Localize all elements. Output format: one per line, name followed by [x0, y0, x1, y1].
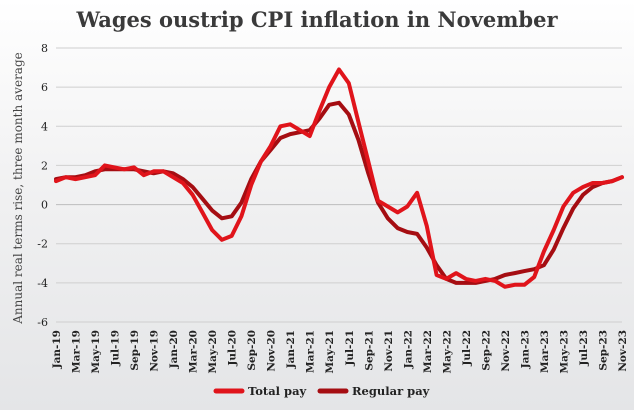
- x-tick-label: Mar-19: [71, 330, 83, 373]
- y-axis-ticks: 8 6 4 2 0 -2 -4 -6: [37, 42, 48, 329]
- x-tick-label: Sep-19: [129, 330, 141, 371]
- x-tick-label: Jul-19: [110, 330, 122, 367]
- x-tick-label: Jul-22: [461, 330, 473, 367]
- x-axis-ticks: Jan-19 Mar-19 May-19 Jul-19 Sep-19 Nov-19 Jan-…: [51, 330, 629, 374]
- y-tick-label: -4: [37, 277, 48, 290]
- legend-label: Total pay: [248, 384, 307, 398]
- series-line-total-pay: [54, 67, 624, 289]
- x-tick-label: Jul-21: [344, 330, 356, 367]
- x-tick-label: Jul-20: [227, 330, 239, 367]
- y-tick-label: 4: [41, 120, 48, 133]
- y-tick-label: -6: [37, 316, 48, 329]
- x-tick-label: Jan-19: [51, 330, 63, 369]
- x-tick-label: Nov-22: [500, 330, 512, 372]
- x-tick-label: Mar-20: [188, 330, 200, 373]
- x-tick-label: Mar-21: [305, 330, 317, 373]
- x-tick-label: Jan-23: [519, 330, 531, 369]
- chart-title: Wages oustrip CPI inflation in November: [75, 7, 558, 32]
- y-tick-label: 0: [41, 199, 48, 212]
- x-tick-label: Jan-21: [285, 330, 297, 369]
- y-tick-label: 2: [41, 159, 48, 172]
- legend-label: Regular pay: [352, 384, 430, 398]
- x-tick-label: Jul-23: [578, 330, 590, 367]
- y-axis-label: Annual real terms rise, three month aver…: [11, 52, 25, 325]
- x-tick-label: May-20: [207, 330, 219, 374]
- x-tick-label: May-19: [90, 330, 102, 374]
- y-tick-label: 8: [41, 42, 48, 55]
- x-tick-label: Sep-21: [363, 330, 375, 371]
- y-tick-label: 6: [41, 81, 48, 94]
- x-tick-label: Nov-20: [266, 330, 278, 372]
- x-tick-label: Jan-20: [168, 330, 180, 369]
- x-tick-label: Mar-22: [422, 330, 434, 373]
- x-tick-label: Nov-21: [383, 330, 395, 372]
- x-tick-label: Sep-23: [597, 330, 609, 371]
- x-tick-label: Nov-23: [617, 330, 629, 372]
- series-lines: [54, 67, 624, 289]
- x-tick-label: May-23: [558, 330, 570, 374]
- legend: Total pay Regular pay: [213, 384, 430, 398]
- x-tick-label: Jan-22: [402, 330, 414, 369]
- x-tick-label: Sep-20: [246, 330, 258, 371]
- x-tick-label: Nov-19: [149, 330, 161, 372]
- x-tick-label: May-21: [324, 330, 336, 374]
- x-tick-label: May-22: [441, 330, 453, 374]
- x-tick-label: Sep-22: [480, 330, 492, 371]
- x-tick-label: Mar-23: [539, 330, 551, 373]
- y-tick-label: -2: [37, 238, 48, 251]
